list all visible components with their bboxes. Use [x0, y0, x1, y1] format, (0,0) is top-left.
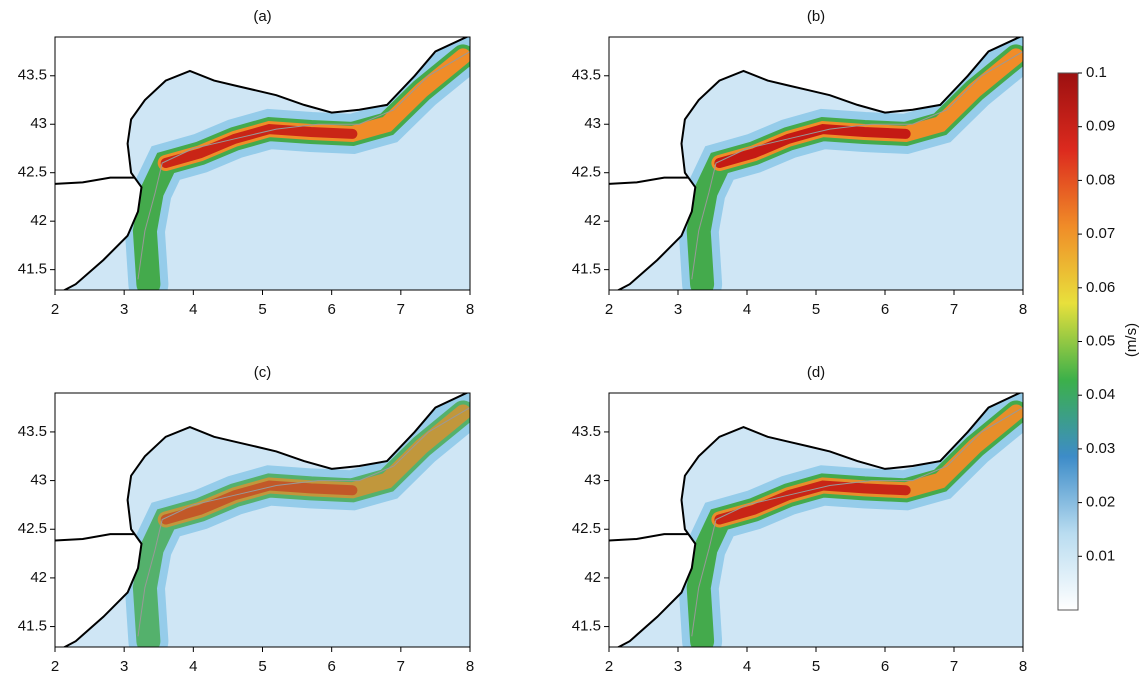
isobath: [137, 407, 470, 637]
map-panel: [55, 37, 470, 290]
colorbar-tick-label: 0.06: [1086, 279, 1115, 296]
isobath: [691, 407, 1023, 637]
y-tick-label: 43.5: [18, 67, 47, 84]
x-tick-label: 4: [743, 301, 751, 318]
isobath: [137, 51, 470, 280]
current-band: [714, 124, 911, 168]
x-tick-label: 3: [674, 658, 682, 675]
y-tick-label: 42.5: [18, 520, 47, 537]
colorbar-tick-label: 0.09: [1086, 118, 1115, 135]
y-tick-label: 43.5: [18, 423, 47, 440]
border: [55, 176, 135, 185]
border: [609, 533, 689, 542]
x-tick-label: 6: [881, 658, 889, 675]
x-tick-label: 8: [466, 301, 474, 318]
colorbar-tick-label: 0.02: [1086, 494, 1115, 511]
x-tick-label: 2: [605, 301, 613, 318]
border: [609, 176, 689, 185]
x-tick-label: 6: [327, 658, 335, 675]
land: [609, 393, 1022, 647]
current-band: [714, 480, 911, 525]
x-tick-label: 2: [605, 658, 613, 675]
x-tick-label: 2: [51, 301, 59, 318]
y-tick-label: 42: [30, 569, 47, 586]
current-band: [160, 124, 358, 168]
y-tick-label: 42: [30, 212, 47, 229]
x-tick-label: 7: [950, 658, 958, 675]
land: [55, 37, 469, 290]
x-tick-label: 8: [1019, 658, 1027, 675]
panel-title: (c): [254, 364, 272, 381]
panel-title: (d): [807, 364, 825, 381]
panel-title: (a): [253, 8, 271, 25]
land: [55, 393, 469, 647]
y-tick-label: 43.5: [572, 67, 601, 84]
x-tick-label: 3: [674, 301, 682, 318]
colorbar-tick-label: 0.07: [1086, 225, 1115, 242]
colorbar-tick-label: 0.04: [1086, 386, 1115, 403]
colorbar-tick-label: 0.1: [1086, 64, 1107, 81]
x-tick-label: 4: [189, 658, 197, 675]
x-tick-label: 5: [812, 658, 820, 675]
y-tick-label: 43: [584, 115, 601, 132]
y-tick-label: 43: [30, 472, 47, 489]
x-tick-label: 7: [397, 301, 405, 318]
colorbar-tick-label: 0.05: [1086, 332, 1115, 349]
y-tick-label: 42.5: [18, 164, 47, 181]
x-tick-label: 5: [258, 301, 266, 318]
y-tick-label: 42.5: [572, 520, 601, 537]
colorbar-tick-label: 0.03: [1086, 440, 1115, 457]
x-tick-label: 2: [51, 658, 59, 675]
y-tick-label: 42: [584, 212, 601, 229]
isobath: [691, 51, 1023, 280]
x-tick-label: 6: [327, 301, 335, 318]
y-tick-label: 41.5: [18, 618, 47, 635]
y-tick-label: 41.5: [18, 261, 47, 278]
colorbar-tick-label: 0.01: [1086, 547, 1115, 564]
x-tick-label: 4: [189, 301, 197, 318]
y-tick-label: 43.5: [572, 423, 601, 440]
land: [609, 37, 1022, 290]
x-tick-label: 5: [812, 301, 820, 318]
y-tick-label: 41.5: [572, 618, 601, 635]
x-tick-label: 6: [881, 301, 889, 318]
y-tick-label: 43: [584, 472, 601, 489]
map-panel: [609, 393, 1023, 647]
colorbar-tick-label: 0.08: [1086, 171, 1115, 188]
x-tick-label: 5: [258, 658, 266, 675]
x-tick-label: 8: [466, 658, 474, 675]
map-panel: [609, 37, 1023, 290]
x-tick-label: 3: [120, 658, 128, 675]
colorbar-label: (m/s): [1123, 323, 1140, 357]
x-tick-label: 4: [743, 658, 751, 675]
y-tick-label: 42: [584, 569, 601, 586]
x-tick-label: 7: [397, 658, 405, 675]
border: [55, 533, 135, 542]
y-tick-label: 43: [30, 115, 47, 132]
x-tick-label: 3: [120, 301, 128, 318]
map-panel: [55, 393, 470, 647]
y-tick-label: 42.5: [572, 164, 601, 181]
x-tick-label: 8: [1019, 301, 1027, 318]
panel-title: (b): [807, 8, 825, 25]
current-band: [160, 480, 358, 525]
colorbar: [1057, 72, 1079, 611]
x-tick-label: 7: [950, 301, 958, 318]
y-tick-label: 41.5: [572, 261, 601, 278]
